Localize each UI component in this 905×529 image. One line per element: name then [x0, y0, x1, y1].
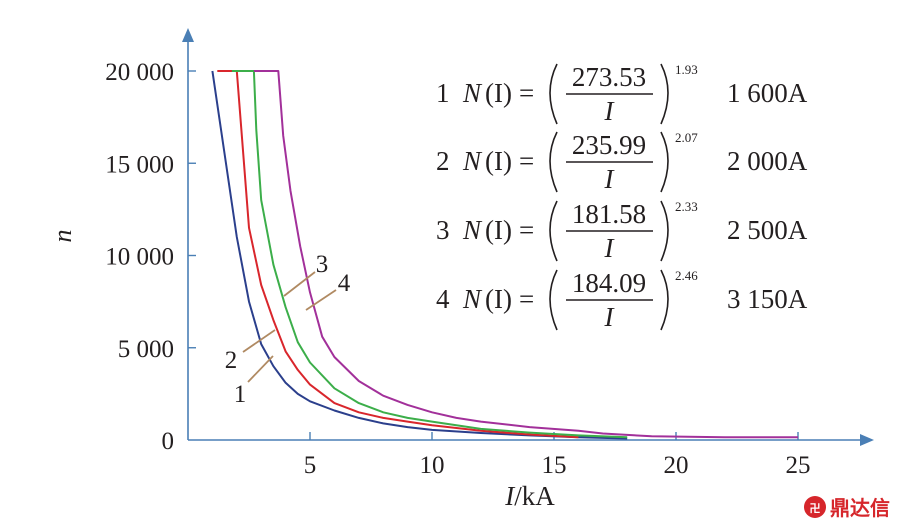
equation-exponent: 2.07 — [675, 130, 698, 145]
equation-rated-current: 3 150A — [727, 284, 808, 314]
x-tick-label: 25 — [786, 452, 811, 479]
equation-row-2: 2 N (I) = 235.99 I 2.07 2 000A — [436, 130, 808, 194]
equation-row-1: 1 N (I) = 273.53 I 1.93 1 600A — [436, 62, 808, 126]
x-axis-title-symbol: I — [504, 481, 516, 511]
left-paren — [549, 63, 558, 125]
series-line-1 — [211, 70, 628, 440]
x-axis-title-unit: /kA — [514, 481, 555, 511]
equation-denominator: I — [604, 164, 616, 194]
equation-lhs-arg: (I) — [485, 146, 512, 176]
right-paren — [660, 63, 669, 125]
y-tick-label: 5 000 — [118, 336, 174, 363]
series-line-3 — [231, 70, 628, 439]
equation-exponent: 1.93 — [675, 62, 698, 77]
watermark: 卍 鼎达信 — [804, 496, 890, 520]
x-tick-label: 10 — [420, 452, 445, 479]
watermark-logo-glyph: 卍 — [810, 502, 821, 515]
watermark-logo-icon — [804, 496, 826, 518]
equation-lhs-symbol: N — [462, 146, 483, 176]
equation-lhs-symbol: N — [462, 284, 483, 314]
equation-equals: = — [519, 146, 534, 176]
curve-leader-3 — [283, 271, 316, 297]
y-tick-label: 15 000 — [105, 151, 174, 178]
curve-label-4: 4 — [338, 270, 351, 297]
equation-index: 3 — [436, 215, 450, 245]
equation-lhs-symbol: N — [462, 215, 483, 245]
equation-row-3: 3 N (I) = 181.58 I 2.33 2 500A — [436, 199, 808, 263]
equation-numerator: 181.58 — [572, 199, 646, 229]
curve-label-1: 1 — [234, 381, 247, 408]
left-paren — [549, 200, 558, 262]
right-paren — [660, 200, 669, 262]
equation-equals: = — [519, 284, 534, 314]
y-tick-label: 0 — [162, 428, 175, 455]
series-line-2 — [217, 70, 579, 439]
equation-row-4: 4 N (I) = 184.09 I 2.46 3 150A — [436, 268, 808, 332]
equation-denominator: I — [604, 96, 616, 126]
equation-index: 4 — [436, 284, 450, 314]
equation-rated-current: 2 500A — [727, 215, 808, 245]
curve-leader-2 — [242, 329, 276, 353]
watermark-text: 鼎达信 — [830, 496, 890, 520]
equation-numerator: 184.09 — [572, 268, 646, 298]
curve-label-2: 2 — [225, 347, 238, 374]
equation-exponent: 2.46 — [675, 268, 698, 283]
equation-denominator: I — [604, 302, 616, 332]
x-tick-label: 15 — [542, 452, 567, 479]
y-axis-arrow — [182, 28, 194, 42]
equation-index: 2 — [436, 146, 450, 176]
equation-rated-current: 2 000A — [727, 146, 808, 176]
left-paren — [549, 131, 558, 193]
right-paren — [660, 131, 669, 193]
equation-lhs-symbol: N — [462, 78, 483, 108]
equation-equals: = — [519, 78, 534, 108]
equation-lhs-arg: (I) — [485, 215, 512, 245]
x-axis-title: I/kA — [504, 481, 555, 511]
equation-numerator: 273.53 — [572, 62, 646, 92]
y-axis-title: n — [48, 230, 77, 243]
left-paren — [549, 269, 558, 331]
equation-index: 1 — [436, 78, 450, 108]
x-tick-label: 20 — [664, 452, 689, 479]
equation-denominator: I — [604, 233, 616, 263]
equation-lhs-arg: (I) — [485, 78, 512, 108]
equation-lhs-arg: (I) — [485, 284, 512, 314]
curve-label-3: 3 — [316, 251, 329, 278]
x-axis-arrow — [860, 434, 874, 446]
equation-equals: = — [519, 215, 534, 245]
equation-numerator: 235.99 — [572, 130, 646, 160]
equation-exponent: 2.33 — [675, 199, 698, 214]
equation-rated-current: 1 600A — [727, 78, 808, 108]
curve-leader-1 — [247, 355, 274, 383]
curve-leader-4 — [305, 289, 337, 311]
series-line-4 — [253, 70, 798, 439]
x-tick-label: 5 — [304, 452, 317, 479]
y-tick-label: 20 000 — [105, 59, 174, 86]
y-tick-label: 10 000 — [105, 244, 174, 271]
right-paren — [660, 269, 669, 331]
